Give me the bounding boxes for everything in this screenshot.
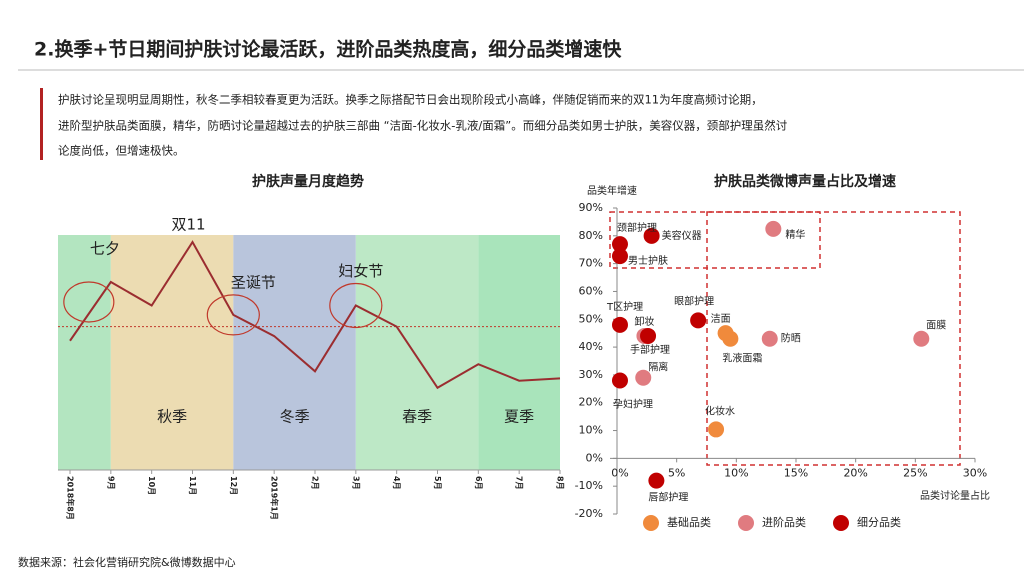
x-tick-label: 25%: [903, 466, 927, 479]
y-tick-label: 40%: [579, 340, 603, 353]
season-label: 春季: [402, 408, 432, 426]
annotation-circle: [329, 282, 383, 329]
point-label: 卸妆: [634, 315, 654, 328]
y-tick-label: 80%: [579, 229, 603, 242]
point-label: 面膜: [926, 320, 946, 332]
point: [611, 248, 628, 265]
point-label: 洁面: [711, 312, 731, 325]
point: [640, 327, 657, 344]
annotation-circle: [206, 294, 260, 336]
y-axis-label: 品类年增速: [587, 184, 637, 197]
highlight-box: [706, 211, 961, 466]
point-label: 孕妇护理: [613, 397, 653, 410]
x-tick-label: 15%: [784, 466, 808, 479]
y-tick-label: 60%: [579, 284, 603, 297]
point: [611, 236, 628, 253]
x-tick-label: 20%: [843, 466, 867, 479]
point-label: 手部护理: [630, 343, 670, 356]
x-tick-label: 12月: [229, 476, 238, 495]
season-band: [478, 235, 560, 470]
x-tick-label: 10月: [147, 476, 156, 495]
x-tick-label: 3月: [351, 476, 360, 490]
x-tick-label: 4月: [392, 476, 401, 490]
y-tick-label: 70%: [579, 257, 603, 270]
point-label: T区护理: [606, 300, 643, 313]
season-label: 冬季: [280, 408, 310, 426]
body-line: 进阶型护肤品类面膜，精华，防晒讨论量超越过去的护肤三部曲 “洁面-化妆水-乳液/…: [58, 119, 788, 133]
x-tick-label: 7月: [515, 476, 524, 490]
point-label: 美容仪器: [662, 229, 702, 242]
annotation-circle: [63, 281, 115, 323]
x-tick-label: 9月: [106, 476, 115, 490]
point: [761, 330, 778, 347]
x-tick-label: 0%: [611, 466, 628, 479]
point-label: 乳液面霜: [722, 352, 762, 365]
point: [648, 472, 665, 489]
point-label: 精华: [785, 228, 805, 241]
x-axis-label: 品类讨论量占比: [920, 489, 990, 502]
slide-title: 2.换季+节日期间护肤讨论最活跃，进阶品类热度高，细分品类增速快: [34, 38, 622, 61]
point: [611, 372, 628, 389]
y-tick-label: -20%: [575, 507, 603, 520]
season-band: [110, 235, 234, 470]
x-tick-label: 2018年8月: [66, 476, 76, 520]
x-tick-label: 8月: [556, 476, 565, 490]
x-tick-label: 5%: [668, 466, 685, 479]
annotation: 妇女节: [338, 262, 383, 280]
point-label: 防晒: [781, 332, 801, 345]
legend-swatch: [738, 515, 754, 531]
body-line: 护肤讨论呈现明显周期性，秋冬二季相较春夏更为活跃。换季之际搭配节日会出现阶段式小…: [58, 93, 763, 107]
season-label: 秋季: [157, 408, 187, 426]
season-label: 夏季: [504, 408, 534, 426]
legend-swatch: [643, 515, 659, 531]
annotation: 圣诞节: [231, 273, 276, 291]
season-band: [355, 235, 479, 470]
x-tick-label: 2019年1月: [270, 476, 280, 520]
x-tick-label: 2月: [311, 476, 320, 490]
legend-label: 细分品类: [857, 515, 901, 529]
x-tick-label: 6月: [474, 476, 483, 490]
point: [611, 316, 628, 333]
annotation: 七夕: [90, 240, 120, 258]
point-label: 唇部护理: [648, 491, 688, 504]
point: [913, 330, 930, 347]
x-tick-label: 5月: [433, 476, 442, 490]
y-tick-label: -10%: [575, 479, 603, 492]
legend-label: 基础品类: [667, 515, 711, 529]
point-label: 化妆水: [705, 404, 735, 417]
point: [765, 220, 782, 237]
y-tick-label: 30%: [579, 368, 603, 381]
y-tick-label: 90%: [579, 201, 603, 214]
highlight-box: [609, 211, 821, 269]
y-tick-label: 10%: [579, 424, 603, 437]
point: [635, 369, 652, 386]
point-label: 男士护肤: [628, 254, 668, 267]
y-tick-label: 50%: [579, 312, 603, 325]
point: [643, 227, 660, 244]
season-band: [58, 235, 111, 470]
x-tick-label: 10%: [724, 466, 748, 479]
accent-bar: [40, 88, 43, 160]
source: 数据来源：社会化营销研究院&微博数据中心: [18, 555, 236, 569]
point: [722, 330, 739, 347]
legend-label: 进阶品类: [762, 515, 806, 529]
legend-swatch: [833, 515, 849, 531]
body-line: 论度尚低，但增速极快。: [58, 144, 185, 158]
trend-line: [69, 240, 561, 390]
y-tick-label: 0%: [586, 451, 603, 464]
chart-title: 护肤声量月度趋势: [252, 173, 364, 190]
chart-title: 护肤品类微博声量占比及增速: [714, 173, 896, 190]
x-tick-label: 11月: [188, 476, 197, 495]
annotation: 双11: [171, 216, 205, 234]
point: [690, 312, 707, 329]
point-label: 颈部护理: [617, 221, 657, 234]
x-tick-label: 30%: [963, 466, 987, 479]
y-tick-label: 20%: [579, 396, 603, 409]
point-label: 眼部护理: [674, 294, 714, 307]
point-label: 隔离: [648, 361, 668, 374]
point: [708, 421, 725, 438]
